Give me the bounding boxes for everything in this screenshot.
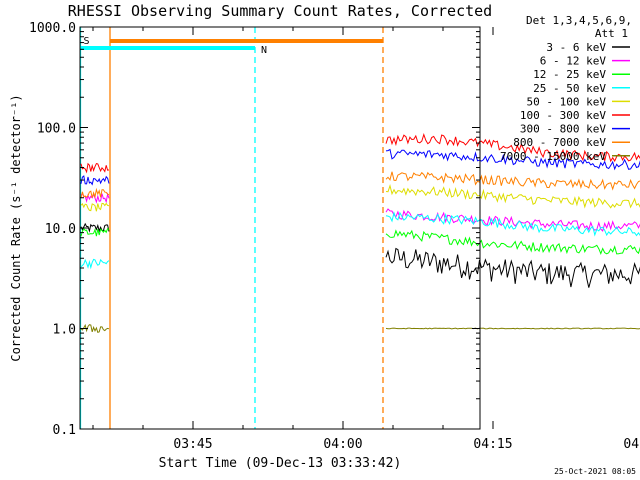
legend-label: 25 - 50 keV [533,82,606,95]
series-line [80,323,110,334]
x-tick-label: 03:45 [173,437,212,452]
x-axis-label: Start Time (09-Dec-13 03:33:42) [159,456,402,471]
series-line [385,133,640,163]
series-line [80,162,110,174]
plot-frame [79,26,481,430]
series-line [385,208,640,232]
y-tick-label: 100.0 [37,122,76,137]
y-axis: 0.1 1.0 10.0 100.0 1000.0 [29,21,480,438]
legend-label: 100 - 300 keV [520,109,606,122]
legend-label: 7000 - 15000 keV [500,150,606,163]
series-line [385,148,640,171]
x-tick-label: 04:30 [623,437,640,452]
series-line [80,222,110,233]
night-annotation: N [261,45,267,56]
series-line [80,175,110,186]
x-tick-label: 04:15 [473,437,512,452]
x-tick-label: 04:00 [323,437,362,452]
series-layer [80,133,640,334]
series-line [80,187,110,199]
legend-subheader: Att 1 [595,27,628,40]
series-line [80,227,110,237]
series-line [385,171,640,191]
y-tick-label: 0.1 [53,423,76,438]
legend-label: 50 - 100 keV [527,95,607,108]
y-tick-label: 1.0 [53,323,76,338]
y-tick-label: 10.0 [45,222,76,237]
y-tick-label: 1000.0 [29,21,76,36]
legend-header: Det 1,3,4,5,6,9, [526,14,632,27]
series-line [385,247,640,288]
legend-label: 3 - 6 keV [546,41,606,54]
saa-annotation: S [84,36,90,47]
footer-timestamp: 25-Oct-2021 08:05 [554,467,636,476]
series-line [80,202,110,212]
chart-title: RHESSI Observing Summary Count Rates, Co… [68,2,492,20]
series-line [385,229,640,255]
series-line [385,184,640,209]
legend-label: 800 - 7000 keV [513,136,606,149]
series-line [385,327,640,330]
legend-label: 300 - 800 keV [520,123,606,136]
series-line [385,211,640,237]
legend-label: 12 - 25 keV [533,68,606,81]
series-line [80,258,110,270]
legend-label: 6 - 12 keV [540,55,607,68]
plot-area: NS [79,27,384,429]
y-axis-label: Corrected Count Rate (s⁻¹ detector⁻¹) [9,94,23,361]
